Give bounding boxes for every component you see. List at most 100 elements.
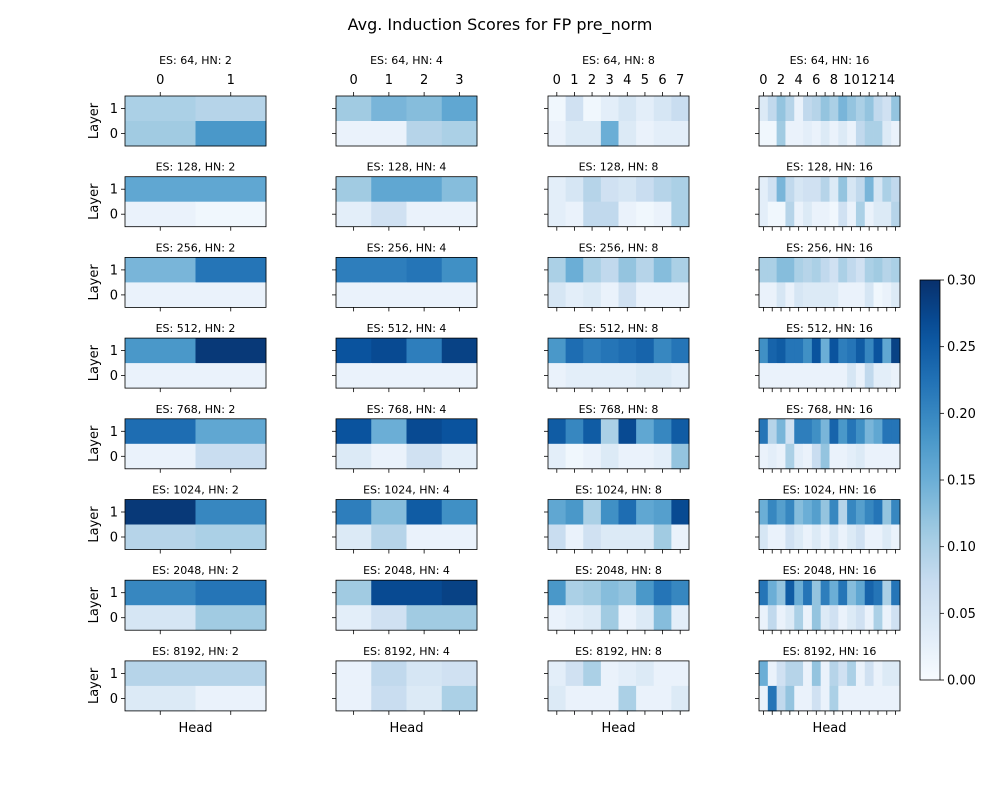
heatmap-cell (864, 580, 874, 606)
heatmap-cell (794, 580, 804, 606)
heatmap-panel: ES: 512, HN: 8 (544, 322, 690, 393)
heatmap-cell (336, 418, 372, 445)
heatmap-cell (847, 499, 857, 525)
heatmap-panel: ES: 8192, HN: 2 1 0 Layer Head (87, 645, 267, 736)
heatmap-cell (441, 685, 478, 712)
heatmap-cell (600, 418, 619, 445)
heatmap-cell (583, 282, 602, 308)
heatmap-cell (829, 201, 839, 228)
heatmap-cell (855, 176, 866, 203)
heatmap-cell (125, 201, 196, 228)
heatmap-cell (776, 499, 786, 525)
x-tick-label: 1 (227, 73, 235, 88)
heatmap-cell (785, 363, 795, 389)
panel-title: ES: 64, HN: 2 (159, 54, 232, 67)
heatmap-cell (838, 685, 848, 712)
heatmap-cell (767, 443, 778, 470)
heatmap-cell (371, 605, 407, 631)
heatmap-cell (371, 685, 407, 712)
heatmap-cell (125, 605, 196, 631)
heatmap-cell (776, 685, 786, 712)
heatmap-cell (803, 363, 813, 389)
heatmap-cell (371, 121, 407, 147)
panel-title: ES: 128, HN: 4 (367, 161, 447, 174)
heatmap-cell (618, 257, 637, 283)
heatmap-cell (829, 363, 839, 389)
heatmap-cell (811, 685, 822, 712)
heatmap-cell (653, 282, 672, 308)
heatmap-cell (548, 685, 567, 712)
heatmap-cell (759, 580, 769, 606)
heatmap-cell (855, 282, 866, 308)
heatmap-cell (441, 363, 478, 389)
heatmap-cell (583, 363, 602, 389)
panel-title: ES: 1024, HN: 4 (363, 484, 450, 497)
heatmap-cell (882, 121, 892, 147)
heatmap-cell (125, 499, 196, 525)
heatmap-cell (441, 121, 478, 147)
heatmap-cell (371, 499, 407, 525)
y-axis-label: Layer (87, 425, 102, 462)
heatmap-cell (847, 176, 857, 203)
heatmap-cell (838, 524, 848, 550)
heatmap-cell (759, 121, 769, 147)
heatmap-cell (820, 499, 830, 525)
heatmap-cell (776, 338, 786, 364)
heatmap-cell (548, 660, 567, 687)
heatmap-cell (864, 176, 874, 203)
heatmap-cell (864, 363, 874, 389)
heatmap-cell (671, 257, 690, 283)
panel-title: ES: 8192, HN: 8 (575, 645, 662, 658)
heatmap-cell (600, 176, 619, 203)
heatmap-panel: ES: 1024, HN: 8 (544, 484, 690, 554)
panel-frame (547, 176, 690, 228)
heatmap-cell (618, 201, 637, 228)
heatmap-cell (794, 685, 804, 712)
heatmap-cell (600, 660, 619, 687)
heatmap-cell (882, 524, 892, 550)
heatmap-cell (864, 257, 874, 283)
heatmap-cell (618, 580, 637, 606)
y-tick-label: 0 (110, 531, 118, 546)
y-tick-label: 1 (110, 102, 118, 117)
panel-frame (124, 660, 267, 712)
heatmap-cell (759, 418, 769, 445)
heatmap-cell (811, 524, 822, 550)
heatmap-cell (855, 363, 866, 389)
panel-title: ES: 2048, HN: 4 (363, 564, 450, 577)
heatmap-cell (855, 605, 866, 631)
heatmap-cell (767, 282, 778, 308)
heatmap-cell (855, 338, 866, 364)
heatmap-cell (891, 660, 901, 687)
heatmap-cell (785, 580, 795, 606)
panel-title: ES: 512, HN: 8 (579, 322, 659, 335)
heatmap-cell (636, 176, 655, 203)
heatmap-cell (618, 282, 637, 308)
heatmap-cell (891, 257, 901, 283)
heatmap-cell (653, 201, 672, 228)
heatmap-cell (776, 363, 786, 389)
heatmap-cell (195, 685, 267, 712)
x-tick-label: 4 (795, 73, 803, 88)
heatmap-panel: ES: 768, HN: 16 (755, 403, 901, 473)
y-axis-label: Layer (87, 586, 102, 623)
heatmap-cell (125, 282, 196, 308)
heatmap-cell (794, 524, 804, 550)
heatmap-cell (873, 282, 883, 308)
heatmap-cell (125, 685, 196, 712)
panel-title: ES: 64, HN: 8 (582, 54, 655, 67)
heatmap-cell (829, 443, 839, 470)
heatmap-cell (441, 201, 478, 228)
y-tick-label: 1 (110, 183, 118, 198)
panel-title: ES: 2048, HN: 8 (575, 564, 662, 577)
heatmap-cell (125, 443, 196, 470)
heatmap-cell (548, 499, 567, 525)
heatmap-cell (847, 338, 857, 364)
heatmap-cell (371, 580, 407, 606)
heatmap-cell (855, 524, 866, 550)
heatmap-cell (776, 176, 786, 203)
panel-title: ES: 8192, HN: 4 (363, 645, 450, 658)
heatmap-cell (636, 685, 655, 712)
heatmap-cell (336, 121, 372, 147)
heatmap-cell (441, 418, 478, 445)
